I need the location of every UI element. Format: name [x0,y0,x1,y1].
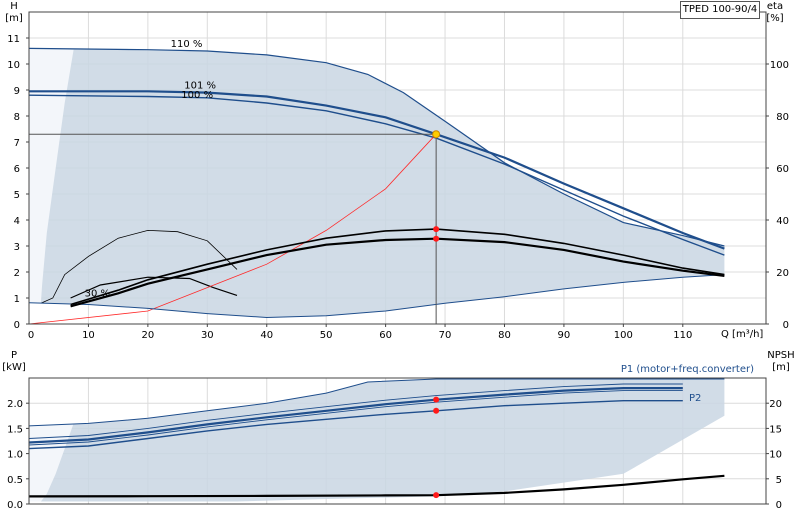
head-operating-area-fill [29,48,725,318]
head-x-tick-label: 10 [82,330,95,341]
flow-axis-title: Q [m³/h] [721,329,763,340]
head-curve-4 [40,229,238,304]
eta-y-tick-label: 80 [776,112,789,123]
eta-point-marker [433,235,440,242]
eta-y-tick-label: 60 [776,164,789,175]
head-x-tick-label: 70 [439,330,452,341]
npsh-y-tick-label: 0 [776,500,782,511]
power-point-marker [433,492,440,499]
head-x-tick-label: 110 [673,330,692,341]
curve-label-30: 30 % [85,289,110,300]
head-y-tick-label: 1 [14,294,20,305]
power-curve-variant [28,390,683,446]
head-x-tick-label: 20 [142,330,155,341]
head-curve-3 [28,94,725,256]
head-x-tick-label: 40 [260,330,273,341]
head-chart-axes: 10 20 30 40 50 60 70 80 90 100 1100012345678910110… [7,11,789,341]
eta-curve-1 [70,228,725,306]
head-y-tick-label: 11 [7,34,20,45]
curve-label-110: 110 % [171,39,203,50]
npsh-y-tick-label: 5 [776,475,782,486]
power-chart-frame [28,377,767,505]
head-axis-title: H [10,1,18,12]
head-operating-area [29,48,725,318]
eta-axis-title: eta [767,1,783,12]
power-y-tick-label: 2.0 [7,399,23,410]
eta-curve-2 [70,237,725,308]
head-curves [28,47,725,325]
npsh-axis-unit: [m] [772,362,790,373]
power-axis-unit: [kW] [2,362,26,373]
power-area-upper-boundary [28,378,725,427]
eta-y-tick-label: 40 [776,216,789,227]
head-y-tick-label: 5 [14,190,20,201]
duty-point-marker [432,130,441,139]
head-y-tick-label: 6 [14,164,20,175]
head-area-lower-boundary [28,274,725,319]
eta-point-marker [433,226,440,233]
chart-labels: H[m]eta[%]Q [m³/h]110 %101 %100 %30 %P[k… [2,1,794,404]
p2-curve-label: P2 [689,393,701,404]
head-axis-unit: [m] [5,13,23,24]
power-y-tick-label: 1.0 [7,450,23,461]
head-y-tick-label: 7 [14,138,20,149]
head-curve-1 [28,47,725,247]
head-x-tick-label: 100 [614,330,633,341]
power-point-marker [433,396,440,403]
npsh-y-tick-label: 10 [769,450,782,461]
power-curve-3 [28,474,725,498]
head-low-flow-limit [29,48,74,303]
npsh-axis-title: NPSH [767,350,794,361]
power-point-marker [433,407,440,414]
head-y-tick-label: 8 [14,112,20,123]
head-y-tick-label: 4 [14,216,20,227]
power-y-tick-label: 0.0 [7,500,23,511]
head-y-tick-label: 2 [14,268,20,279]
eta-axis-unit: [%] [766,13,783,24]
eta-y-tick-label: 20 [776,268,789,279]
power-y-tick-label: 1.5 [7,424,23,435]
head-x-tick-label: 30 [201,330,214,341]
head-x-tick-label: 60 [379,330,392,341]
head-y-tick-label: 9 [14,86,20,97]
head-curve-2 [29,90,725,250]
eta-y-tick-label: 100 [770,60,789,71]
head-y-tick-label: 0 [14,320,20,331]
head-x-tick-label: 90 [558,330,571,341]
head-y-tick-label: 10 [7,60,20,71]
power-y-tick-label: 0.5 [7,475,23,486]
eta-y-tick-label: 0 [783,320,789,331]
head-x-tick-label: 50 [320,330,333,341]
p1-curve-label: P1 (motor+freq.converter) [621,364,754,375]
power-axis-title: P [11,350,17,361]
head-y-tick-label: 3 [14,242,20,253]
power-curve-2 [28,400,683,450]
head-x-origin-label: 0 [28,330,34,341]
curve-label-101: 101 % [184,81,216,92]
power-curves [28,378,725,499]
power-chart-axes: 0.0 0.5 1.0 1.5 2.0 0 5 10 15 20 [7,377,782,511]
npsh-y-tick-label: 15 [769,424,782,435]
npsh-y-tick-label: 20 [769,399,782,410]
curve-label-100: 100 % [181,90,213,101]
power-curve-variant [28,383,683,439]
pump-model-label: TPED 100-90/4 [680,1,760,19]
head-curve-6 [28,133,437,325]
head-x-tick-label: 80 [498,330,511,341]
power-curve-1 [28,387,683,444]
power-operating-area-fill [29,379,725,502]
